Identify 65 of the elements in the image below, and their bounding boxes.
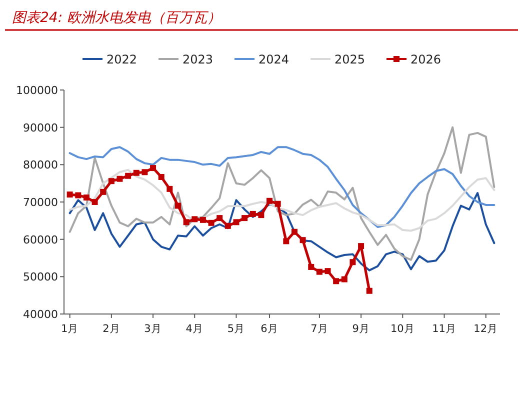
point bbox=[183, 219, 190, 226]
x-tick-label: 5月 bbox=[227, 323, 246, 335]
point bbox=[341, 276, 348, 282]
y-tick-label: 60000 bbox=[23, 233, 58, 246]
point bbox=[66, 192, 73, 198]
x-tick-label: 9月 bbox=[352, 323, 370, 335]
line-series bbox=[68, 146, 496, 228]
point bbox=[308, 264, 314, 270]
legend-label: 2026 bbox=[410, 52, 442, 66]
legend-label: 2023 bbox=[182, 52, 214, 66]
point bbox=[233, 219, 240, 226]
x-tick-label: 2月 bbox=[102, 323, 120, 335]
point bbox=[258, 212, 264, 218]
y-tick-label: 50000 bbox=[23, 270, 58, 284]
chart-title: 图表24: 欧洲水电发电（百万瓦） bbox=[12, 10, 221, 26]
x-tick-label: 7月 bbox=[310, 323, 328, 335]
point bbox=[108, 178, 114, 184]
legend-label: 2022 bbox=[106, 52, 138, 66]
point bbox=[92, 199, 98, 205]
x-tick-label: 1月 bbox=[60, 323, 79, 335]
point bbox=[224, 222, 231, 229]
point bbox=[283, 238, 290, 244]
point bbox=[158, 174, 164, 180]
point bbox=[116, 176, 123, 182]
y-tick-label: 80000 bbox=[23, 158, 58, 172]
point bbox=[133, 170, 140, 176]
point bbox=[150, 165, 156, 172]
point bbox=[358, 243, 364, 250]
x-tick-label: 3月 bbox=[144, 323, 162, 335]
point bbox=[125, 172, 132, 179]
x-tick-label: 6月 bbox=[260, 323, 278, 335]
point bbox=[174, 202, 181, 209]
point bbox=[142, 169, 148, 176]
x-tick-label: 10月 bbox=[390, 323, 415, 335]
point bbox=[333, 278, 340, 284]
point bbox=[274, 200, 281, 207]
line-series bbox=[68, 126, 496, 261]
point bbox=[366, 288, 372, 294]
y-tick-label: 70000 bbox=[23, 196, 58, 209]
legend-label: 2024 bbox=[258, 52, 290, 66]
y-tick-label: 40000 bbox=[23, 308, 58, 321]
point bbox=[291, 228, 298, 235]
x-tick-label: 12月 bbox=[474, 323, 498, 335]
point bbox=[266, 198, 273, 204]
point bbox=[208, 220, 214, 226]
point bbox=[300, 237, 306, 244]
y-tick-label: 90000 bbox=[23, 121, 58, 134]
point bbox=[350, 259, 356, 266]
x-tick-label: 4月 bbox=[186, 323, 204, 335]
point bbox=[75, 192, 82, 198]
point bbox=[200, 216, 206, 223]
point bbox=[83, 194, 90, 201]
point bbox=[216, 215, 223, 222]
point bbox=[250, 210, 256, 217]
line-series bbox=[68, 168, 496, 232]
point bbox=[100, 188, 106, 195]
point bbox=[192, 216, 198, 222]
point bbox=[242, 215, 248, 222]
y-tick-label: 100000 bbox=[16, 84, 58, 97]
point bbox=[316, 268, 322, 275]
point bbox=[166, 186, 173, 192]
line-series bbox=[68, 192, 496, 272]
legend-label: 2025 bbox=[334, 52, 366, 66]
x-tick-label: 11月 bbox=[432, 323, 456, 335]
point bbox=[324, 268, 331, 274]
